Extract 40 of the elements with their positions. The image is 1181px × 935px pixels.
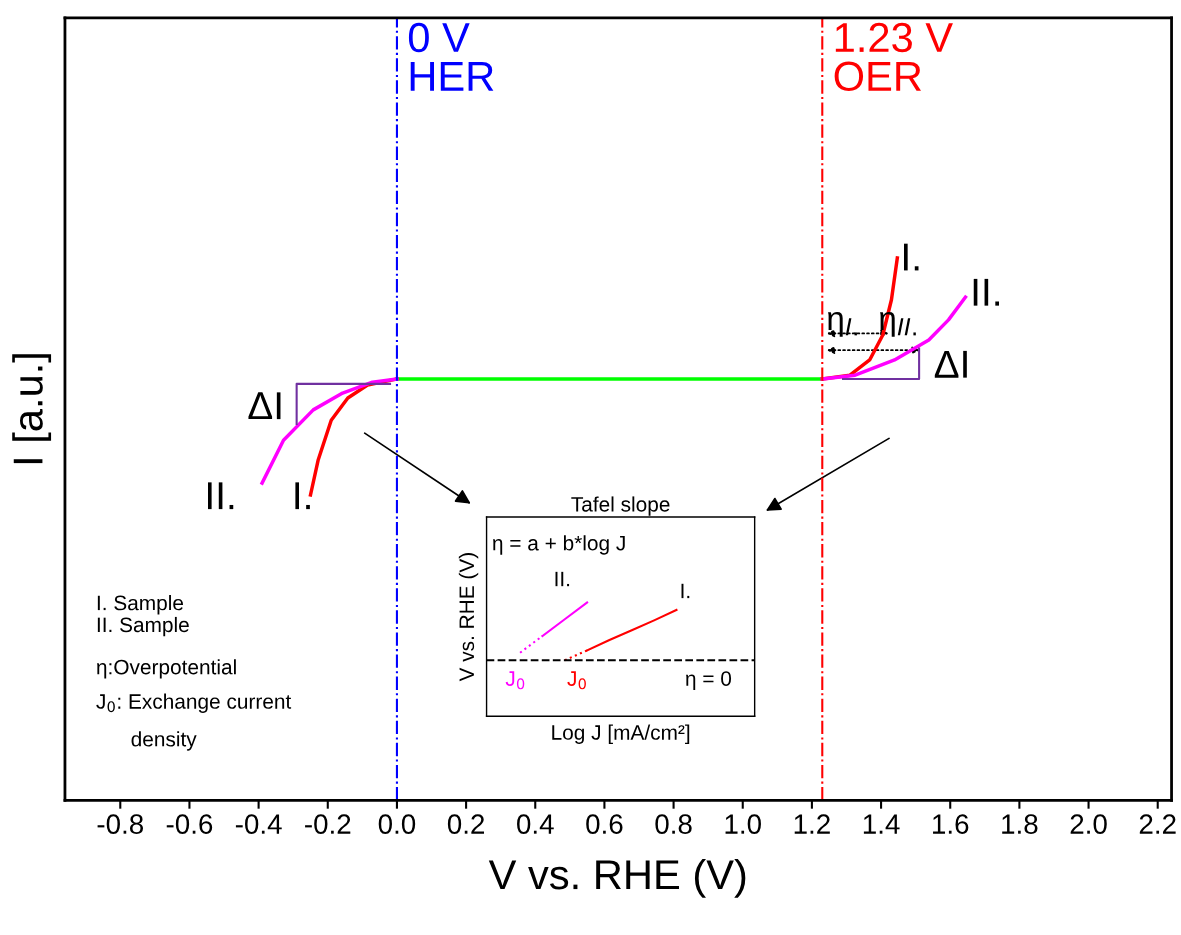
annotation: II. [555, 571, 570, 587]
annotation: II. [207, 482, 234, 510]
annotation: η = 0 [686, 671, 732, 691]
annotation: I. Sample [97, 595, 184, 615]
x-tick-label: -0.8 [97, 814, 144, 834]
annotation: II. Sample [97, 616, 189, 637]
annotation: II. [973, 278, 1000, 306]
x-tick-label: 1.2 [794, 814, 830, 834]
x-tick-label: 0.2 [447, 814, 485, 834]
x-tick-label: 1.0 [725, 814, 761, 834]
x-tick-label: 2.0 [1070, 814, 1107, 834]
annotation: I. [681, 583, 690, 599]
y-axis-title: I [a.u.] [12, 354, 52, 464]
annotation: I. [295, 482, 310, 510]
x-axis-title: Log J [mA/cm²] [552, 724, 690, 744]
annotation: I. [904, 243, 919, 271]
annotation: ΔI [934, 350, 967, 378]
x-tick-label: 2.2 [1139, 814, 1176, 834]
ref-line-label: 1.23 V OER [834, 22, 953, 92]
x-tick-label: -0.4 [235, 814, 282, 834]
annotation: J$_{0}$: Exchange current density [96, 693, 292, 751]
annotation: ΔI [248, 392, 281, 420]
chart-title: Tafel slope [571, 496, 670, 516]
x-tick-label: -0.2 [305, 814, 351, 834]
annotation: J$_{0}$ [567, 671, 586, 690]
x-tick-label: 0.0 [378, 814, 416, 834]
x-axis-title: V vs. RHE (V) [488, 858, 746, 898]
annotation: η = a + b*log J [493, 535, 625, 555]
x-tick-label: 0.4 [517, 814, 554, 834]
x-tick-label: 1.4 [863, 814, 900, 834]
x-tick-label: 1.6 [933, 814, 969, 834]
annotation: J$_{0}$ [505, 671, 525, 690]
y-axis-title: V vs. RHE (V) [458, 553, 479, 682]
annotation: η:Overpotential [97, 659, 236, 679]
annotation: η$_{I.}$ [828, 311, 857, 337]
x-tick-label: 1.8 [1002, 814, 1038, 834]
x-tick-label: 0.8 [655, 814, 692, 834]
x-tick-label: 0.6 [586, 814, 623, 834]
ref-line-label: 0 V HER [408, 22, 494, 91]
x-tick-label: -0.6 [166, 814, 213, 834]
